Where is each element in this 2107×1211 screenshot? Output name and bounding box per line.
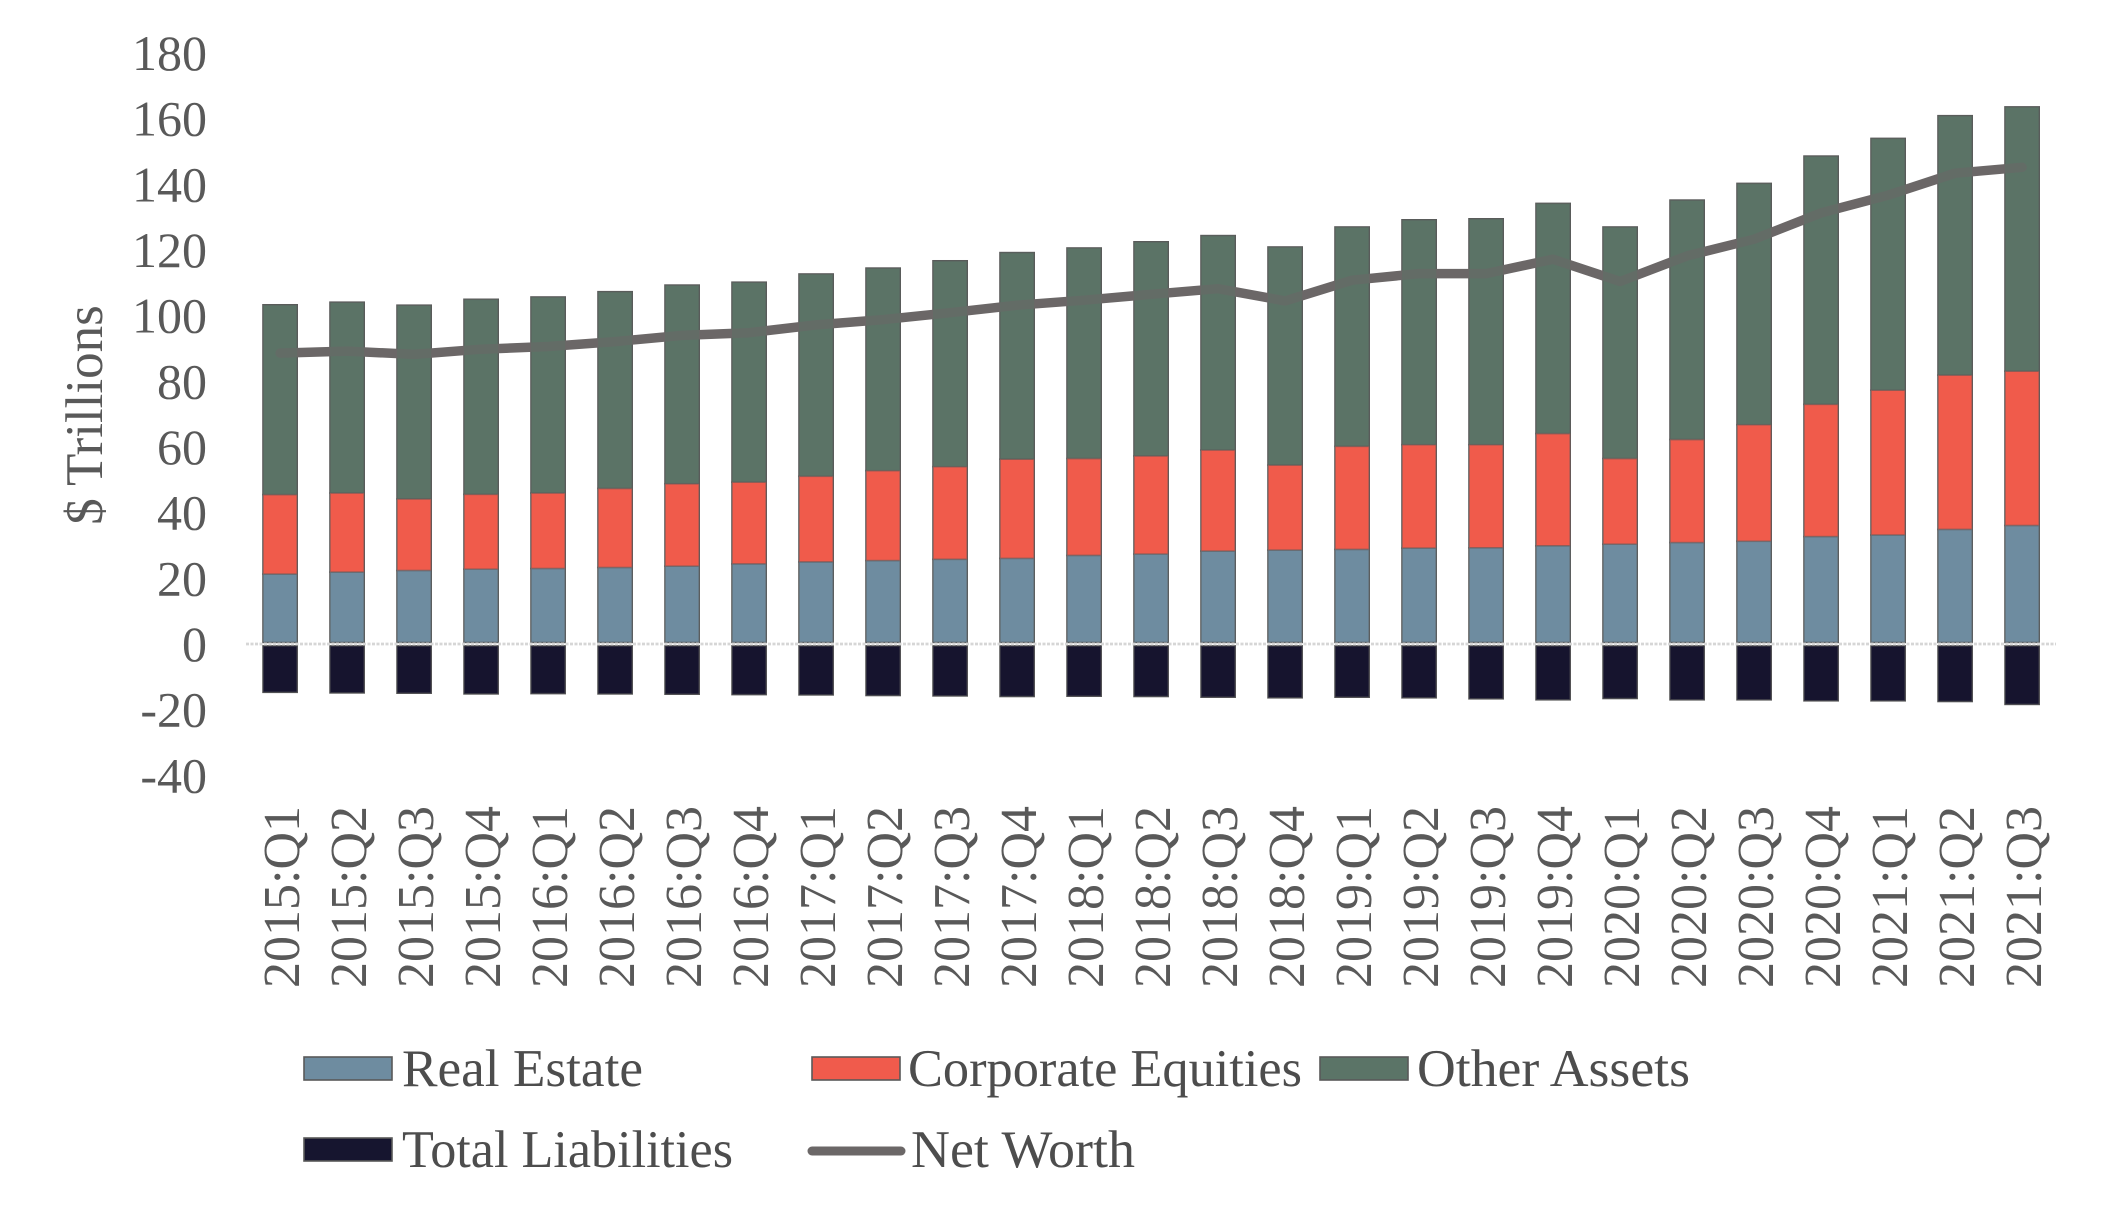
svg-text:2021:Q1: 2021:Q1 — [1862, 806, 1919, 988]
svg-text:2016:Q1: 2016:Q1 — [522, 806, 579, 988]
svg-text:140: 140 — [132, 156, 207, 212]
svg-text:2018:Q4: 2018:Q4 — [1259, 806, 1316, 988]
svg-text:2020:Q4: 2020:Q4 — [1795, 806, 1852, 988]
svg-text:0: 0 — [182, 616, 207, 672]
svg-text:2015:Q2: 2015:Q2 — [321, 806, 378, 988]
svg-text:2017:Q4: 2017:Q4 — [991, 806, 1048, 988]
svg-text:Other Assets: Other Assets — [1417, 1040, 1690, 1098]
svg-text:2017:Q2: 2017:Q2 — [857, 806, 914, 988]
svg-text:2018:Q1: 2018:Q1 — [1058, 806, 1115, 988]
svg-text:2017:Q1: 2017:Q1 — [790, 806, 847, 988]
svg-text:2015:Q3: 2015:Q3 — [388, 806, 445, 988]
svg-text:2020:Q1: 2020:Q1 — [1594, 806, 1651, 988]
svg-text:2021:Q3: 2021:Q3 — [1996, 806, 2053, 988]
svg-text:60: 60 — [157, 419, 207, 475]
svg-text:$ Trillions: $ Trillions — [56, 305, 114, 524]
svg-text:80: 80 — [157, 353, 207, 409]
svg-text:40: 40 — [157, 485, 207, 541]
svg-text:160: 160 — [132, 91, 207, 147]
svg-text:2016:Q4: 2016:Q4 — [723, 806, 780, 988]
svg-text:2020:Q3: 2020:Q3 — [1728, 806, 1785, 988]
svg-text:2015:Q1: 2015:Q1 — [254, 806, 311, 988]
svg-text:2020:Q2: 2020:Q2 — [1661, 806, 1718, 988]
svg-text:2019:Q4: 2019:Q4 — [1527, 806, 1584, 988]
svg-text:-20: -20 — [140, 682, 207, 738]
svg-text:180: 180 — [132, 25, 207, 81]
svg-text:100: 100 — [132, 288, 207, 344]
svg-text:120: 120 — [132, 222, 207, 278]
svg-text:2019:Q3: 2019:Q3 — [1460, 806, 1517, 988]
svg-text:2019:Q2: 2019:Q2 — [1393, 806, 1450, 988]
svg-text:20: 20 — [157, 550, 207, 606]
svg-text:Total Liabilities: Total Liabilities — [402, 1121, 733, 1179]
svg-text:Net Worth: Net Worth — [911, 1121, 1135, 1179]
svg-text:Corporate Equities: Corporate Equities — [908, 1040, 1302, 1098]
svg-text:2016:Q2: 2016:Q2 — [589, 806, 646, 988]
svg-text:2018:Q2: 2018:Q2 — [1125, 806, 1182, 988]
svg-text:2019:Q1: 2019:Q1 — [1326, 806, 1383, 988]
svg-text:2016:Q3: 2016:Q3 — [656, 806, 713, 988]
svg-text:Real Estate: Real Estate — [402, 1040, 643, 1098]
svg-text:-40: -40 — [140, 747, 207, 803]
svg-text:2015:Q4: 2015:Q4 — [455, 806, 512, 988]
svg-text:2018:Q3: 2018:Q3 — [1192, 806, 1249, 988]
svg-text:2017:Q3: 2017:Q3 — [924, 806, 981, 988]
svg-text:2021:Q2: 2021:Q2 — [1929, 806, 1986, 988]
